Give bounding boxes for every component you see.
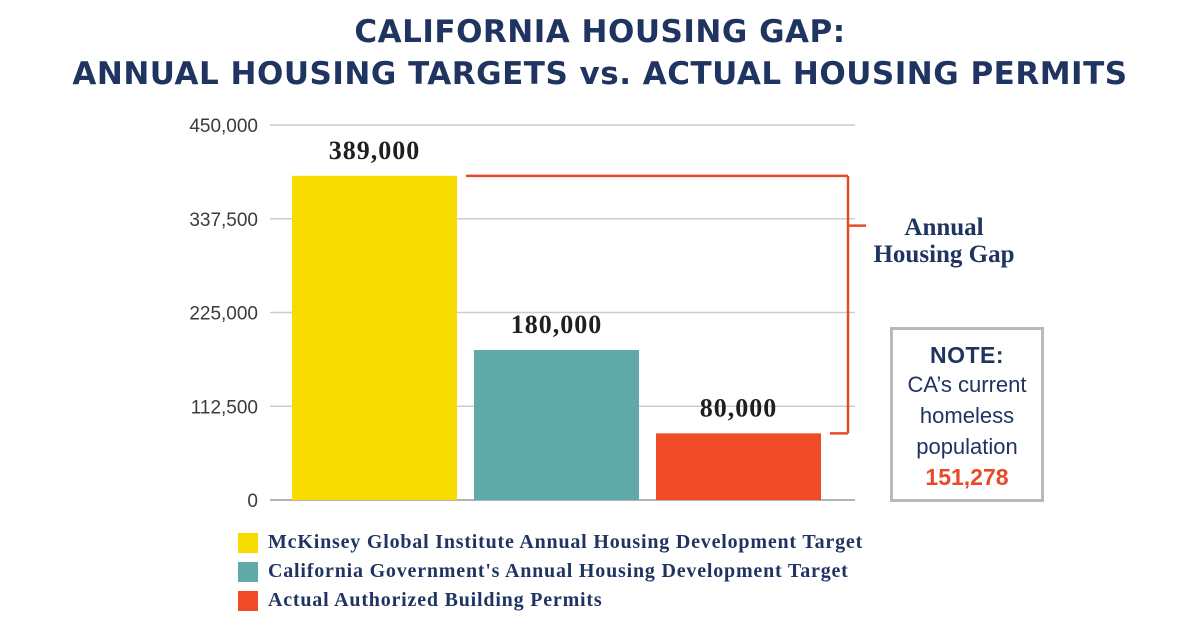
note-title: NOTE:: [929, 342, 1005, 368]
gap-label-line-1: Annual: [904, 214, 984, 241]
note-line-2: homeless: [919, 403, 1015, 428]
y-tick-label: 225,000: [189, 304, 258, 325]
bar-ca-government-target: [474, 350, 639, 500]
legend-label-permits: Actual Authorized Building Permits: [268, 589, 603, 611]
y-tick-label: 450,000: [189, 116, 258, 137]
gap-label-line-2: Housing Gap: [873, 241, 1015, 268]
legend-item-mckinsey: McKinsey Global Institute Annual Housing…: [238, 528, 863, 557]
legend-item-ca-government: California Government's Annual Housing D…: [238, 557, 863, 586]
legend-label-mckinsey: McKinsey Global Institute Annual Housing…: [268, 531, 864, 553]
y-tick-label: 337,500: [189, 210, 258, 231]
legend-swatch-mckinsey: [238, 532, 258, 553]
chart-title-line-1: CALIFORNIA HOUSING GAP:: [354, 14, 846, 50]
bar-value-label: 389,000: [329, 136, 421, 165]
y-tick-label: 0: [247, 491, 258, 512]
homeless-population-value: 151,278: [925, 464, 1009, 490]
bar-mckinsey-target: [292, 175, 457, 501]
bar-value-label: 180,000: [511, 310, 603, 339]
legend-item-permits: Actual Authorized Building Permits: [238, 586, 863, 615]
note-line-1: CA’s current: [907, 372, 1027, 397]
legend-swatch-permits: [238, 590, 258, 611]
y-tick-label: 112,500: [191, 397, 258, 418]
bar-actual-permits: [656, 433, 821, 500]
legend-swatch-ca-government: [238, 561, 258, 582]
note-line-3: population: [916, 434, 1018, 459]
note-box: NOTE: CA’s current homeless population 1…: [890, 327, 1044, 502]
bar-value-label: 80,000: [700, 393, 778, 422]
housing-gap-annotation: Annual Housing Gap: [864, 214, 1024, 268]
chart-legend: McKinsey Global Institute Annual Housing…: [238, 528, 863, 615]
legend-label-ca-government: California Government's Annual Housing D…: [268, 560, 849, 582]
chart-title-line-2: ANNUAL HOUSING TARGETS vs. ACTUAL HOUSIN…: [72, 56, 1128, 92]
